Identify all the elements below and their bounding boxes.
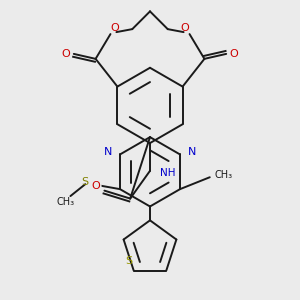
Text: N: N: [104, 148, 112, 158]
Text: O: O: [230, 49, 239, 59]
Text: S: S: [125, 256, 132, 266]
Text: O: O: [91, 181, 100, 191]
Text: CH₃: CH₃: [56, 197, 74, 207]
Text: O: O: [110, 23, 119, 33]
Text: O: O: [230, 49, 239, 59]
Text: N: N: [188, 148, 196, 158]
Text: NH: NH: [160, 168, 176, 178]
Text: O: O: [91, 181, 100, 191]
Text: S: S: [82, 177, 89, 187]
Text: O: O: [61, 49, 70, 59]
Text: CH₃: CH₃: [215, 170, 233, 180]
Text: O: O: [61, 49, 70, 59]
Text: O: O: [180, 23, 189, 33]
